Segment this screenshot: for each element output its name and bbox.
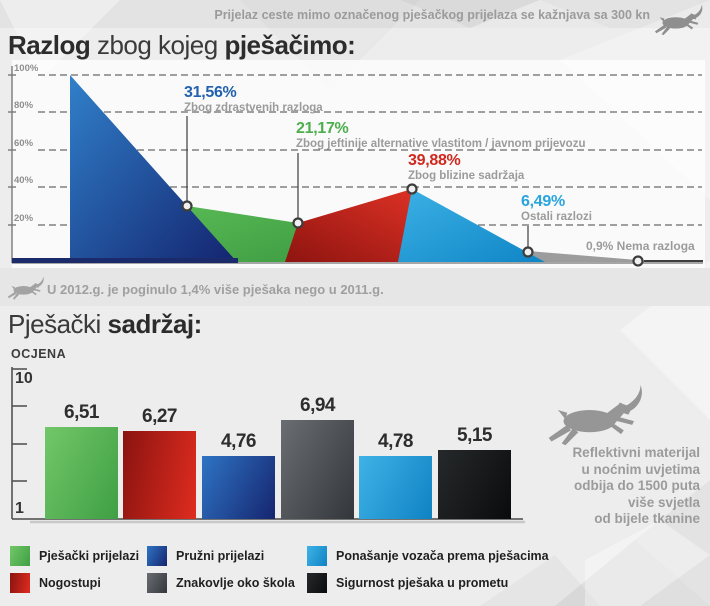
area-chart xyxy=(8,60,705,268)
area-lightblue-other-reasons xyxy=(398,189,545,262)
bar-chart-axis-title: OCJENA xyxy=(11,347,67,361)
bar-fill xyxy=(438,449,511,519)
note-line: od bijele tkanine xyxy=(594,511,700,526)
legend-label: Sigurnost pješaka u prometu xyxy=(336,576,509,590)
y-axis-label: 60% xyxy=(14,138,34,149)
bar-nogostupi: 6,27 xyxy=(123,406,196,519)
data-point-markers xyxy=(181,183,644,267)
legend-item-pjesacki-prijelazi: Pješački prijelazi xyxy=(10,546,139,566)
area-red-nearby-amenities xyxy=(285,189,432,262)
callout-desc: Ostali razlozi xyxy=(521,211,592,223)
y-axis-max-label: 10 xyxy=(15,370,33,387)
legend-item-znakovlje: Znakovlje oko škola xyxy=(147,573,295,593)
legend-label: Pružni prijelazi xyxy=(176,549,265,563)
callout-value: 0,9% Nema razloga xyxy=(586,239,695,253)
legend-item-nogostupi: Nogostupi xyxy=(10,573,101,593)
note-line: u noćnim uvjetima xyxy=(581,461,700,477)
bar-pjesacki-prijelazi: 6,51 xyxy=(45,402,118,519)
bar-fill xyxy=(45,427,118,519)
legend-swatch-black xyxy=(307,573,327,593)
legend-swatch-darkgray xyxy=(147,573,167,593)
callout-value: 39,88% xyxy=(408,152,461,169)
legend-label: Pješački prijelazi xyxy=(39,549,140,563)
bar-value-label: 6,51 xyxy=(64,402,99,424)
callout-lines xyxy=(186,116,703,262)
bar-znakovlje-oko-skola: 6,94 xyxy=(281,395,354,519)
legend-swatch-lightblue xyxy=(307,546,327,566)
legend-item-pruzni-prijelazi: Pružni prijelazi xyxy=(147,546,264,566)
header-notice: Prijelaz ceste mimo označenog pješačkog … xyxy=(214,8,650,22)
bar-ponasanje-vozaca: 4,78 xyxy=(359,431,432,519)
legend-label: Nogostupi xyxy=(39,576,101,590)
title-bold: sadržaj: xyxy=(107,309,203,339)
legend-swatch-darkblue xyxy=(147,546,167,566)
legend-item-ponasanje-vozaca: Ponašanje vozača prema pješacima xyxy=(307,546,549,566)
section1-title: Razlog zbog kojeg pješačimo: xyxy=(8,30,356,61)
bar-value-label: 6,27 xyxy=(142,406,177,428)
note-line: Reflektivni materijal xyxy=(572,445,700,460)
bar-pruzni-prijelazi: 4,76 xyxy=(202,431,275,519)
note-line: odbija do 1500 puta xyxy=(573,478,700,493)
fact-strip-text: U 2012.g. je poginulo 1,4% više pješaka … xyxy=(47,282,384,297)
title-bold: pješačimo: xyxy=(224,30,356,60)
y-axis-label: 20% xyxy=(14,213,34,224)
title-bold: Razlog xyxy=(8,30,91,60)
bar-fill xyxy=(123,431,196,519)
bar-fill xyxy=(281,420,354,519)
legend-swatch-green xyxy=(10,546,30,566)
bar-value-label: 4,76 xyxy=(221,431,256,453)
callout-value: 21,17% xyxy=(296,120,349,137)
bar-fill xyxy=(359,456,432,519)
section2-title: Pješački sadržaj: xyxy=(8,309,202,340)
y-axis-label: 100% xyxy=(14,63,39,74)
y-axis-label: 40% xyxy=(14,175,34,186)
callout-value: 6,49% xyxy=(521,193,565,210)
note-line: više svjetla xyxy=(627,494,700,510)
bar-value-label: 4,78 xyxy=(378,431,413,452)
callout-desc: Zbog jeftinije alternative vlastitom / j… xyxy=(296,138,586,150)
callout-desc: Zbog zdrastvenih razloga xyxy=(184,102,323,114)
legend-label: Znakovlje oko škola xyxy=(176,576,295,590)
area-blue-health-reasons xyxy=(70,75,237,262)
y-axis xyxy=(8,66,16,263)
title-regular: zbog kojeg xyxy=(90,30,225,60)
title-regular: Pješački xyxy=(8,309,108,339)
bar-chart-axis xyxy=(11,367,525,524)
y-axis-label: 80% xyxy=(14,100,34,111)
baseline-navy-strip xyxy=(12,258,238,263)
callout-value: 31,56% xyxy=(184,84,237,101)
legend-label: Ponašanje vozača prema pješacima xyxy=(336,549,549,563)
callout-desc: Zbog blizine sadržaja xyxy=(408,170,525,182)
y-axis-min-label: 1 xyxy=(15,500,24,517)
bar-fill xyxy=(202,456,275,519)
bar-value-label: 6,94 xyxy=(300,395,335,416)
reflective-material-note: Reflektivni materijal u noćnim uvjetima … xyxy=(490,445,700,528)
legend-item-sigurnost: Sigurnost pješaka u prometu xyxy=(307,573,508,593)
bar-sigurnost-pjesaka: 5,15 xyxy=(438,425,511,519)
legend-swatch-red xyxy=(10,573,30,593)
bar-value-label: 5,15 xyxy=(457,424,492,446)
